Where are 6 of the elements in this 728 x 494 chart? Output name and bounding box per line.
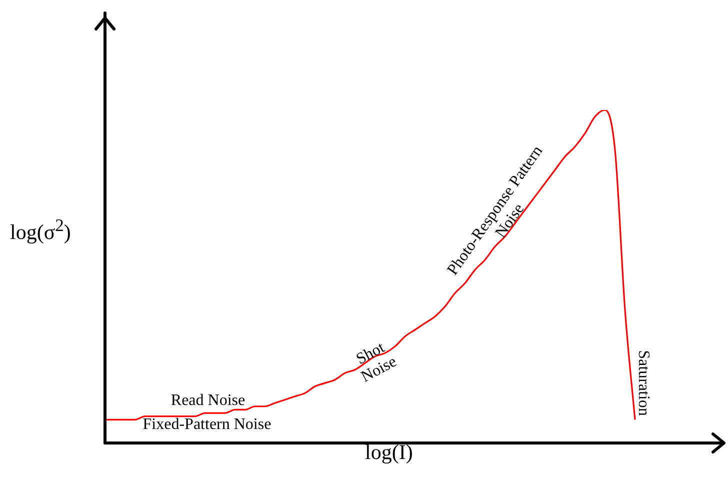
- annotation: Shot Noise: [352, 338, 400, 388]
- annotation: Saturation: [634, 349, 652, 418]
- annotation: Read Noise: [170, 392, 246, 410]
- annotation: Fixed-Pattern Noise: [142, 416, 272, 434]
- x-axis-title: log(I): [365, 440, 413, 465]
- y-axis-title: log(σ$^{2}$): [10, 215, 71, 245]
